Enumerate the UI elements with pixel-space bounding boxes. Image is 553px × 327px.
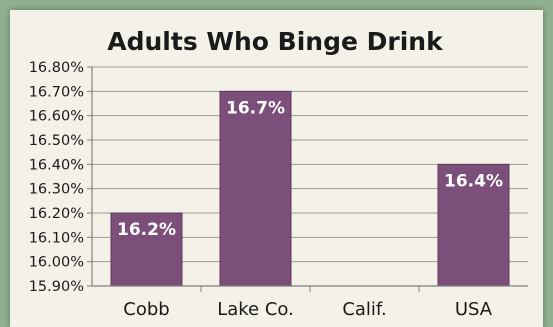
x-category-label: USA: [455, 299, 493, 320]
y-tick-label: 15.90%: [29, 279, 84, 295]
bar: [437, 163, 510, 287]
y-tick-label: 16.80%: [29, 60, 84, 76]
bar: [219, 90, 292, 287]
x-category-label: Calif.: [342, 299, 386, 320]
y-tick-label: 16.30%: [29, 182, 84, 198]
bar-data-label: 16.2%: [117, 220, 176, 240]
bar-chart: Adults Who Binge Drink 15.90% 16.00% 16.10…: [29, 27, 528, 320]
chart-panel: Adults Who Binge Drink 15.90% 16.00% 16.10…: [10, 10, 543, 327]
y-tick-label: 16.10%: [29, 230, 84, 246]
y-tick-label: 16.60%: [29, 109, 84, 125]
y-tick-label: 16.20%: [29, 206, 84, 222]
y-tick-label: 16.00%: [29, 255, 84, 271]
y-axis-ticks: 15.90% 16.00% 16.10% 16.20% 16.30% 16.40% 16.5…: [29, 60, 92, 295]
bar-data-label: 16.4%: [444, 171, 503, 191]
x-axis-categories: Cobb Lake Co. Calif. USA: [123, 299, 493, 320]
bar: [110, 212, 183, 287]
bars: 16.2% 16.7% 16.4%: [110, 90, 510, 287]
chart-title: Adults Who Binge Drink: [107, 27, 444, 56]
x-category-label: Cobb: [123, 299, 169, 320]
y-tick-label: 16.40%: [29, 157, 84, 173]
axes: [91, 67, 528, 292]
bar-data-label: 16.7%: [226, 98, 285, 118]
y-tick-label: 16.70%: [29, 84, 84, 100]
y-tick-label: 16.50%: [29, 133, 84, 149]
x-category-label: Lake Co.: [217, 299, 294, 320]
